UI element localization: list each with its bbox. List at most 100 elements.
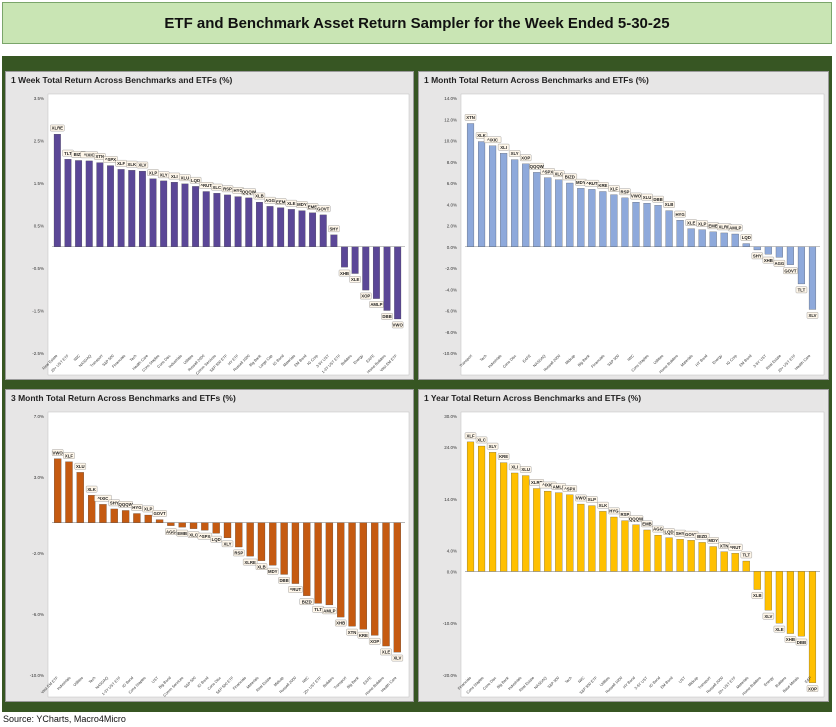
data-label: XLE <box>382 650 390 655</box>
data-label-box <box>740 234 752 241</box>
category-label: Utilities <box>599 676 611 688</box>
bar <box>753 246 761 251</box>
bar <box>362 246 370 291</box>
data-label-box <box>562 485 577 492</box>
data-label-box <box>597 182 609 189</box>
bar <box>54 458 62 523</box>
data-label-box <box>641 520 653 528</box>
bar <box>764 246 772 255</box>
bar <box>466 441 475 572</box>
data-label-box <box>278 577 290 584</box>
data-label-box <box>74 463 86 470</box>
bar <box>269 522 277 566</box>
bar <box>213 193 221 247</box>
plot-area <box>460 411 825 698</box>
category-label: E&P <box>804 676 813 685</box>
bar <box>201 522 209 531</box>
bar <box>544 490 552 572</box>
data-label-box <box>241 188 256 196</box>
bar <box>192 186 200 247</box>
data-label: TLT <box>743 553 751 558</box>
bar <box>511 159 519 247</box>
y-tick-label: 14.0% <box>444 96 457 101</box>
data-label: XLI <box>171 174 178 179</box>
bar <box>337 522 345 618</box>
data-label-box <box>762 612 775 620</box>
bar <box>489 452 497 572</box>
data-label: XLF <box>610 186 618 191</box>
bar <box>149 178 157 247</box>
category-label: Utilities <box>73 676 85 688</box>
data-label-box <box>751 252 763 260</box>
bar <box>742 560 750 572</box>
bar <box>138 170 146 247</box>
data-label-box <box>773 260 786 267</box>
data-label-box <box>795 638 808 646</box>
category-label: Utilities <box>653 354 665 366</box>
data-label-box <box>619 511 631 518</box>
category-label: Tech <box>479 354 488 363</box>
bar <box>235 522 243 548</box>
data-label: TLT <box>798 288 806 293</box>
bar <box>383 246 391 311</box>
data-label-box <box>497 143 510 151</box>
data-label: XLF <box>466 434 474 439</box>
data-label: XLB <box>257 564 266 569</box>
data-label: MDY <box>297 202 307 207</box>
bar <box>489 145 497 247</box>
data-label-box <box>740 551 752 559</box>
data-label: ^SPX <box>105 157 116 162</box>
bar <box>298 210 306 247</box>
bar <box>319 214 327 247</box>
data-label-box <box>707 537 719 544</box>
data-label: XLRE <box>244 560 256 565</box>
y-tick-label: -1.5% <box>32 309 44 314</box>
data-label-box <box>335 619 347 627</box>
data-label-box <box>338 269 351 277</box>
data-label-box <box>586 496 598 503</box>
chart-panel-1-month: 1 Month Total Return Across Benchmarks a… <box>418 71 829 380</box>
data-label: QQQW <box>119 502 134 507</box>
data-label: AMLP <box>370 302 382 307</box>
data-label: XLC <box>213 185 222 190</box>
chart-panel-1-week: 1 Week Total Return Across Benchmarks an… <box>5 71 414 380</box>
y-tick-label: 8.0% <box>447 160 457 165</box>
bar <box>665 210 673 247</box>
data-label: BIZD <box>697 534 707 539</box>
data-label-box <box>253 192 266 200</box>
data-label: XOP <box>808 686 817 691</box>
data-label: XLB <box>753 593 762 598</box>
bar <box>588 505 596 572</box>
data-label: XLK <box>599 503 608 508</box>
data-label: XTN <box>466 115 475 120</box>
data-label-box <box>52 449 64 456</box>
bar <box>466 123 475 247</box>
bar <box>478 445 486 572</box>
data-label: XHB <box>764 258 773 263</box>
data-label: HYG <box>609 509 619 514</box>
bar <box>64 159 72 247</box>
bar <box>665 537 673 572</box>
data-label: RSP <box>223 187 232 192</box>
data-label: AGG <box>653 527 663 532</box>
bar <box>246 522 254 557</box>
data-label: XLU <box>76 464 85 469</box>
data-label-box <box>520 466 532 473</box>
data-label: AMLP <box>323 609 335 614</box>
bar <box>87 495 96 523</box>
data-label: ^IXIC <box>487 137 498 142</box>
bar <box>599 191 607 247</box>
category-label: Tech <box>564 676 573 685</box>
data-label: XLE <box>775 627 783 632</box>
bar <box>359 522 368 630</box>
data-label: VWO <box>631 194 642 199</box>
data-label: XHB <box>340 271 349 276</box>
data-label: XLV <box>393 656 401 661</box>
bar <box>309 212 317 247</box>
y-tick-label: -2.0% <box>32 551 44 556</box>
data-label: ^IXIC <box>84 153 95 158</box>
data-label: RSP <box>234 551 243 556</box>
bar <box>212 522 220 534</box>
data-label: XLP <box>698 221 706 226</box>
data-label: LQD <box>191 178 200 183</box>
